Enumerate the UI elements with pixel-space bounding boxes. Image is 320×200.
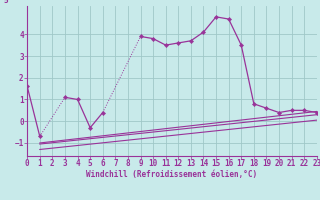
Text: 5: 5 bbox=[4, 0, 8, 5]
X-axis label: Windchill (Refroidissement éolien,°C): Windchill (Refroidissement éolien,°C) bbox=[86, 170, 258, 179]
